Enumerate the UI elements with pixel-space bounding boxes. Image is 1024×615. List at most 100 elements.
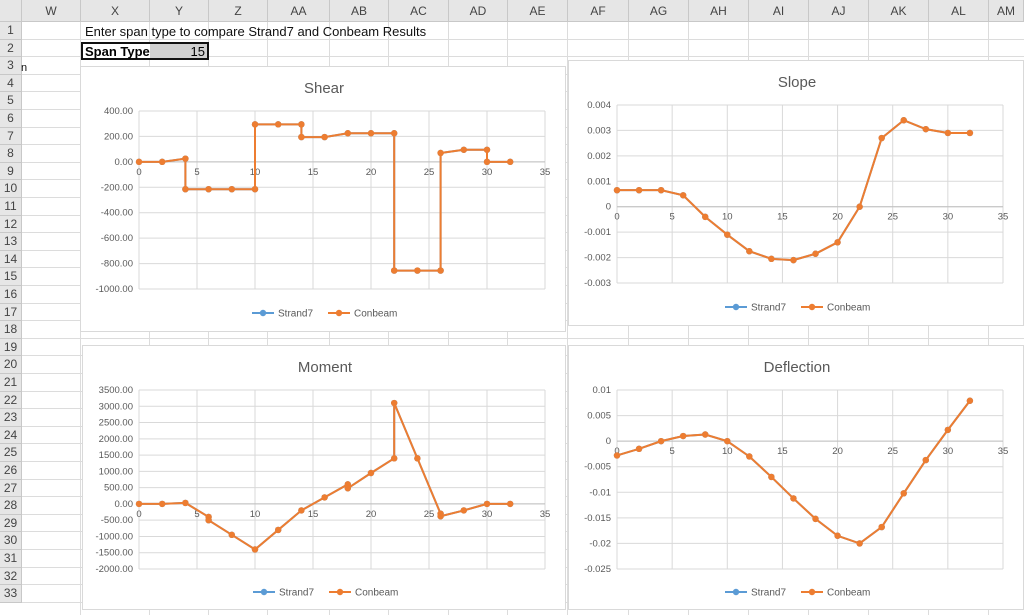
row-header-11[interactable]: 11 xyxy=(0,198,22,216)
row-header-4[interactable]: 4 xyxy=(0,74,22,93)
column-header-ak[interactable]: AK xyxy=(869,0,929,22)
deflection-legend-conbeam-marker xyxy=(808,588,816,596)
deflection-conbeam-point xyxy=(768,473,775,481)
row-header-28[interactable]: 28 xyxy=(0,497,22,515)
deflection-x-tick-label: 25 xyxy=(887,446,898,457)
row-header-12[interactable]: 12 xyxy=(0,215,22,234)
shear-conbeam-point xyxy=(205,185,212,193)
row-header-16[interactable]: 16 xyxy=(0,286,22,304)
deflection-conbeam-point xyxy=(702,431,709,438)
moment-x-tick-label: 30 xyxy=(482,509,493,520)
row-header-27[interactable]: 27 xyxy=(0,479,22,498)
slope-chart-title: Slope xyxy=(778,74,816,91)
column-header-aj[interactable]: AJ xyxy=(809,0,869,22)
column-header-ag[interactable]: AG xyxy=(629,0,689,22)
shear-conbeam-point xyxy=(391,267,398,274)
moment-conbeam-point xyxy=(228,531,235,539)
shear-y-tick-label: -600.00 xyxy=(101,233,133,244)
row-header-3[interactable]: 3 xyxy=(0,57,22,75)
deflection-conbeam-point xyxy=(790,495,797,502)
row-header-21[interactable]: 21 xyxy=(0,374,22,392)
moment-legend-conbeam-marker xyxy=(336,588,344,596)
column-header-al[interactable]: AL xyxy=(929,0,989,22)
row-header-25[interactable]: 25 xyxy=(0,444,22,462)
column-header-af[interactable]: AF xyxy=(568,0,629,22)
moment-chart[interactable]: Moment 3500.00 3000.00 2500.00 2000.00 1500.0… xyxy=(82,345,566,610)
row-header-14[interactable]: 14 xyxy=(0,250,22,269)
row-header-19[interactable]: 19 xyxy=(0,338,22,357)
row-header-22[interactable]: 22 xyxy=(0,391,22,410)
slope-x-tick-label: 35 xyxy=(998,212,1009,223)
row-header-24[interactable]: 24 xyxy=(0,426,22,445)
moment-series-strand7-line xyxy=(139,402,511,551)
row-header-15[interactable]: 15 xyxy=(0,268,22,286)
shear-y-tick-label: 400.00 xyxy=(104,106,133,117)
shear-series-conbeam-line xyxy=(139,123,511,272)
row-header-5[interactable]: 5 xyxy=(0,92,22,110)
column-header-ah[interactable]: AH xyxy=(689,0,749,22)
moment-y-tick-label: -2000.00 xyxy=(95,564,133,575)
deflection-chart-plot: Deflection0.010.0050-0.005-0.01-0.015-0.… xyxy=(584,359,1008,599)
moment-legend-strand7-label: Strand7 xyxy=(279,588,314,599)
column-header-aa[interactable]: AA xyxy=(268,0,330,22)
row-header-13[interactable]: 13 xyxy=(0,233,22,251)
column-header-w[interactable]: W xyxy=(22,0,81,22)
slope-chart[interactable]: Slope 0.004 0.003 0.002 0.001 0 -0.001 -0.002 -0… xyxy=(568,60,1024,326)
column-header-y[interactable]: Y xyxy=(150,0,209,22)
deflection-conbeam-point xyxy=(635,445,643,453)
row-header-17[interactable]: 17 xyxy=(0,303,22,322)
row-header-7[interactable]: 7 xyxy=(0,127,22,146)
column-header-z[interactable]: Z xyxy=(209,0,268,22)
moment-chart-title: Moment xyxy=(298,359,353,376)
column-header-ae[interactable]: AE xyxy=(508,0,568,22)
shear-conbeam-point xyxy=(483,146,491,153)
row-header-23[interactable]: 23 xyxy=(0,409,22,427)
row-header-29[interactable]: 29 xyxy=(0,514,22,533)
moment-conbeam-point xyxy=(275,526,282,534)
row-header-30[interactable]: 30 xyxy=(0,532,22,550)
shear-conbeam-point xyxy=(298,133,305,141)
row-header-26[interactable]: 26 xyxy=(0,462,22,480)
shear-chart[interactable]: Shear 400.00 200.00 0.00 -200.00 -400.00 -600.… xyxy=(80,66,566,332)
select-all-corner[interactable] xyxy=(0,0,22,22)
column-header-x[interactable]: X xyxy=(81,0,150,22)
deflection-series-conbeam-line xyxy=(616,400,971,545)
span-type-input[interactable]: 15 xyxy=(150,44,207,59)
deflection-legend-conbeam-label: Conbeam xyxy=(827,588,870,599)
column-header-ac[interactable]: AC xyxy=(389,0,449,22)
row-header-2[interactable]: 2 xyxy=(0,39,22,58)
row-header-9[interactable]: 9 xyxy=(0,162,22,181)
moment-x-tick-label: 15 xyxy=(308,509,319,520)
row-header-33[interactable]: 33 xyxy=(0,585,22,603)
row-header-20[interactable]: 20 xyxy=(0,356,22,374)
deflection-conbeam-point xyxy=(834,532,841,539)
deflection-conbeam-point xyxy=(613,452,621,459)
row-header-31[interactable]: 31 xyxy=(0,550,22,568)
slope-y-tick-label: 0.002 xyxy=(587,151,611,162)
row-header-10[interactable]: 10 xyxy=(0,180,22,198)
row-header-18[interactable]: 18 xyxy=(0,321,22,339)
deflection-y-tick-label: -0.02 xyxy=(589,538,611,549)
column-header-am[interactable]: AM xyxy=(989,0,1024,22)
column-header-ad[interactable]: AD xyxy=(449,0,508,22)
shear-conbeam-point xyxy=(135,158,143,166)
slope-conbeam-point xyxy=(966,129,974,137)
deflection-conbeam-point xyxy=(900,490,907,497)
column-header-ai[interactable]: AI xyxy=(749,0,809,22)
moment-y-tick-label: 3000.00 xyxy=(99,401,133,412)
shear-legend-conbeam-label: Conbeam xyxy=(354,309,397,320)
deflection-conbeam-point xyxy=(679,432,687,440)
row-header-32[interactable]: 32 xyxy=(0,567,22,586)
slope-x-tick-label: 15 xyxy=(777,212,788,223)
deflection-y-tick-label: 0.01 xyxy=(593,385,612,396)
slope-x-tick-label: 20 xyxy=(832,212,843,223)
row-header-6[interactable]: 6 xyxy=(0,110,22,128)
deflection-conbeam-point xyxy=(812,515,819,523)
deflection-chart[interactable]: Deflection 0.01 0.005 0 -0.005 -0.01 -0.015 -0.… xyxy=(568,345,1024,610)
moment-x-tick-label: 35 xyxy=(540,509,551,520)
row-header-1[interactable]: 1 xyxy=(0,22,22,40)
moment-x-tick-label: 20 xyxy=(366,509,377,520)
column-header-ab[interactable]: AB xyxy=(330,0,389,22)
moment-conbeam-point xyxy=(159,500,166,508)
row-header-8[interactable]: 8 xyxy=(0,145,22,163)
